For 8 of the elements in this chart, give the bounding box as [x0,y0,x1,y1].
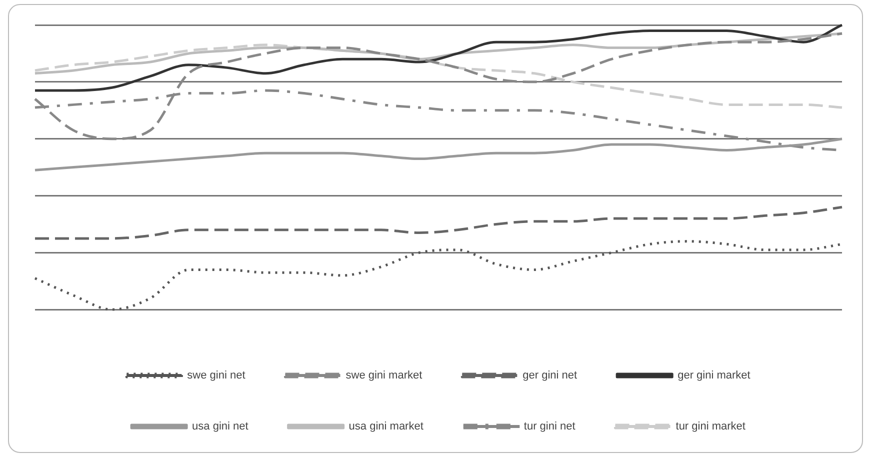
legend-label: ger gini net [522,370,578,382]
legend-label: usa gini market [348,420,424,433]
legend-label: ger gini market [678,370,750,382]
legend-label: usa gini net [192,420,248,433]
legend-label: tur gini market [676,420,746,433]
legend-label: tur gini net [524,420,576,433]
legend-label: swe gini net [187,370,246,382]
legend-label: swe gini market [346,370,422,382]
